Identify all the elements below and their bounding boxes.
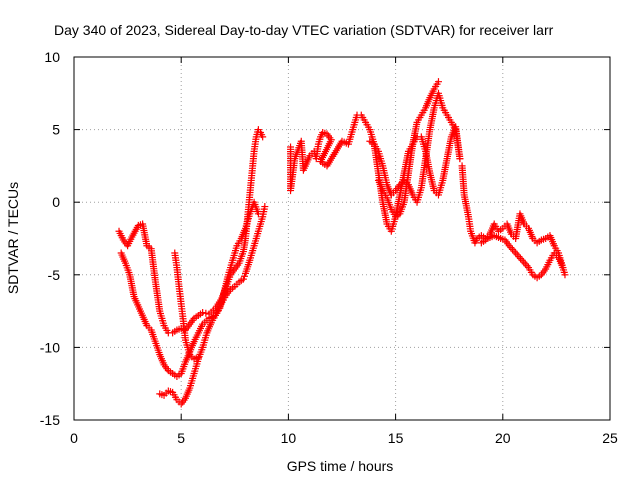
x-tick-label: 5 <box>177 430 185 446</box>
data-points-layer <box>115 78 569 408</box>
x-tick-label: 0 <box>70 430 78 446</box>
y-tick-label: -10 <box>40 339 60 355</box>
data-point-plus-marker <box>261 203 269 211</box>
y-tick-label: 0 <box>52 194 60 210</box>
x-tick-label: 20 <box>495 430 511 446</box>
data-point-plus-marker <box>194 354 202 362</box>
ticks-layer: 0 5 10 15 20 25 -15 -10 -5 0 5 10 <box>40 49 618 446</box>
data-point-plus-marker <box>456 155 464 163</box>
data-point-plus-marker <box>561 271 569 279</box>
data-point-plus-marker <box>259 133 267 141</box>
data-point-plus-marker <box>202 309 210 317</box>
chart-title: Day 340 of 2023, Sidereal Day-to-day VTE… <box>54 22 554 38</box>
data-point-plus-marker <box>434 78 442 86</box>
data-point-plus-marker <box>199 309 207 317</box>
y-tick-label: -5 <box>48 267 61 283</box>
x-tick-label: 25 <box>602 430 618 446</box>
y-tick-label: -15 <box>40 412 60 428</box>
x-tick-label: 15 <box>388 430 404 446</box>
x-axis-label: GPS time / hours <box>287 458 394 474</box>
y-axis-label: SDTVAR / TECUs <box>5 182 21 294</box>
y-tick-label: 10 <box>44 49 60 65</box>
data-point-plus-marker <box>254 210 262 218</box>
x-tick-label: 10 <box>281 430 297 446</box>
data-point-plus-marker <box>559 264 567 272</box>
plot-frame <box>73 56 611 421</box>
y-tick-label: 5 <box>52 122 60 138</box>
grid-layer <box>74 57 610 420</box>
